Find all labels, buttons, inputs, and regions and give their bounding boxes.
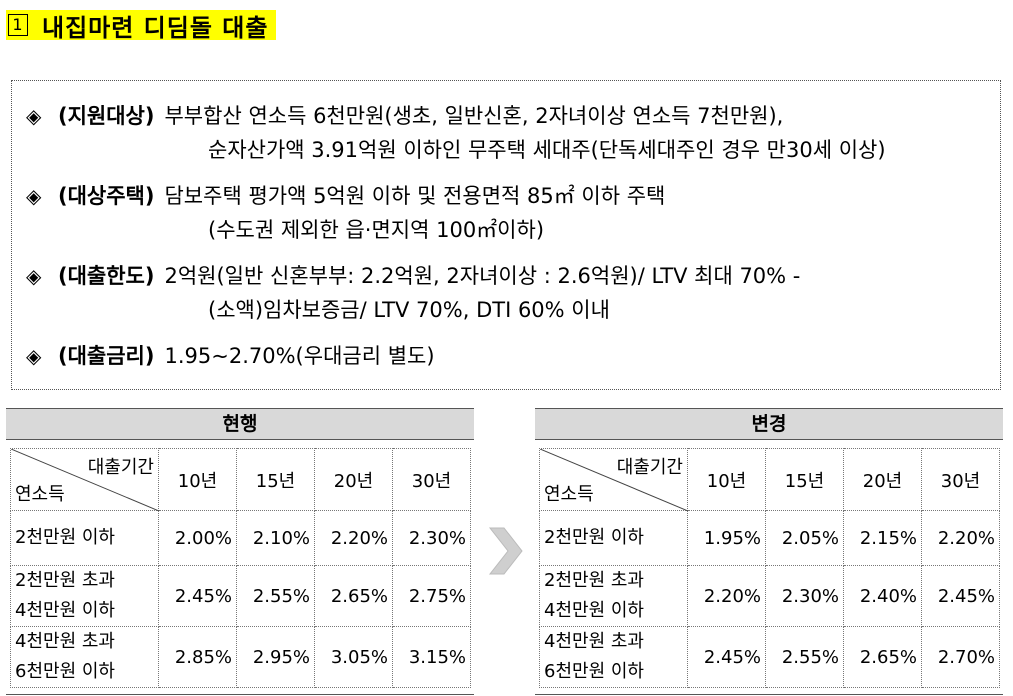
rate-cell: 2.55% [765,626,844,688]
rate-cell: 2.20% [687,565,766,627]
income-line1: 4천만원 초과 [544,631,644,652]
panel-header: 현행 [6,408,474,440]
rate-cell: 2.45% [921,565,1000,627]
info-row-limit: ◈ (대출한도) 2억원(일반 신혼부부: 2.2억원, 2자녀이상 : 2.6억원… [26,259,800,293]
period-header: 10년 [687,448,766,511]
rate-cell: 2.55% [236,565,315,627]
corner-top-label: 대출기간 [616,457,683,478]
rate-cell: 2.65% [314,565,393,627]
info-line2: (수도권 제외한 읍·면지역 100㎡이하) [208,218,545,242]
info-line2: 순자산가액 3.91억원 이하인 무주택 세대주(단독세대주인 경우 만30세 … [208,138,886,162]
income-line2: 4천만원 이하 [15,600,115,621]
rate-cell: 2.05% [765,510,844,566]
period-header: 10년 [158,448,237,511]
income-label: 2천만원 초과 4천만원 이하 [10,565,159,627]
period-header: 15년 [765,448,844,511]
panel-bottom-rule [6,694,474,695]
diamond-bullet-icon: ◈ [26,184,42,208]
income-line1: 2천만원 이하 [544,527,644,548]
rate-cell: 3.05% [314,626,393,688]
info-line1: 2억원(일반 신혼부부: 2.2억원, 2자녀이상 : 2.6억원)/ LTV … [164,264,801,288]
income-line1: 2천만원 초과 [544,570,644,591]
diamond-bullet-icon: ◈ [26,264,42,288]
period-header: 30년 [921,448,1000,511]
rate-cell: 2.85% [158,626,237,688]
table-header-row: 대출기간 연소득 10년 15년 20년 30년 [10,448,471,511]
income-line2: 6천만원 이하 [15,661,115,682]
panel-bottom-rule [535,694,1003,695]
rate-cell: 2.45% [158,565,237,627]
info-line1: 1.95∼2.70%(우대금리 별도) [164,344,435,368]
info-label: (대출한도) [58,264,155,288]
info-label: (지원대상) [58,104,155,128]
income-label: 2천만원 초과 4천만원 이하 [539,565,688,627]
chevron-right-icon [488,527,523,575]
rate-cell: 2.95% [236,626,315,688]
period-header: 20년 [843,448,922,511]
income-label: 2천만원 이하 [539,510,688,566]
table-header-row: 대출기간 연소득 10년 15년 20년 30년 [539,448,1000,511]
income-label: 4천만원 초과 6천만원 이하 [10,626,159,688]
diamond-bullet-icon: ◈ [26,104,42,128]
rate-cell: 2.65% [843,626,922,688]
period-header: 20년 [314,448,393,511]
table-row: 4천만원 초과 6천만원 이하 2.85% 2.95% 3.05% 3.15% [10,626,471,688]
rate-cell: 2.40% [843,565,922,627]
rate-cell: 2.30% [765,565,844,627]
rate-cell: 2.70% [921,626,1000,688]
income-line2: 6천만원 이하 [544,661,644,682]
rates-table: 대출기간 연소득 10년 15년 20년 30년 2천만원 이하 2.00% 2… [10,448,471,688]
rate-cell: 2.00% [158,510,237,566]
title-text: 내집마련 디딤돌 대출 [42,13,269,42]
corner-bottom-label: 연소득 [15,484,65,505]
diagonal-line [540,449,688,511]
rates-table: 대출기간 연소득 10년 15년 20년 30년 2천만원 이하 1.95% 2… [539,448,1000,688]
diamond-bullet-icon: ◈ [26,344,42,368]
panel-header: 변경 [535,408,1003,440]
income-line1: 2천만원 초과 [15,570,115,591]
rate-cell: 2.30% [392,510,471,566]
corner-cell: 대출기간 연소득 [10,448,159,511]
table-row: 2천만원 초과 4천만원 이하 2.20% 2.30% 2.40% 2.45% [539,565,1000,627]
period-header: 30년 [392,448,471,511]
table-row: 2천만원 이하 1.95% 2.05% 2.15% 2.20% [539,510,1000,566]
info-row-eligibility: ◈ (지원대상) 부부합산 연소득 6천만원(생초, 일반신혼, 2자녀이상 연소득… [26,99,783,133]
income-label: 2천만원 이하 [10,510,159,566]
table-row: 4천만원 초과 6천만원 이하 2.45% 2.55% 2.65% 2.70% [539,626,1000,688]
info-label: (대출금리) [58,344,155,368]
page-title: 1 내집마련 디딤돌 대출 [6,10,277,42]
current-rates-panel: 현행 대출기간 연소득 10년 15년 20년 30년 2천만원 이하 2.00… [6,408,474,695]
rate-cell: 2.20% [921,510,1000,566]
income-line1: 2천만원 이하 [15,527,115,548]
info-label: (대상주택) [58,184,155,208]
info-line2: (소액)임차보증금/ LTV 70%, DTI 60% 이내 [208,298,610,322]
corner-top-label: 대출기간 [87,457,154,478]
table-row: 2천만원 초과 4천만원 이하 2.45% 2.55% 2.65% 2.75% [10,565,471,627]
rate-cell: 2.10% [236,510,315,566]
corner-bottom-label: 연소득 [544,484,594,505]
income-line1: 4천만원 초과 [15,631,115,652]
corner-cell: 대출기간 연소득 [539,448,688,511]
rate-cell: 2.20% [314,510,393,566]
info-row-eligibility-line2: 순자산가액 3.91억원 이하인 무주택 세대주(단독세대주인 경우 만30세 … [208,133,886,167]
period-header: 15년 [236,448,315,511]
info-row-limit-line2: (소액)임차보증금/ LTV 70%, DTI 60% 이내 [208,293,610,327]
income-label: 4천만원 초과 6천만원 이하 [539,626,688,688]
info-row-housing: ◈ (대상주택) 담보주택 평가액 5억원 이하 및 전용면적 85㎡ 이하 주택 [26,179,665,213]
info-line1: 부부합산 연소득 6천만원(생초, 일반신혼, 2자녀이상 연소득 7천만원), [164,104,784,128]
rate-cell: 2.15% [843,510,922,566]
rate-cell: 2.75% [392,565,471,627]
section-number: 1 [8,14,28,36]
rate-cell: 1.95% [687,510,766,566]
income-line2: 4천만원 이하 [544,600,644,621]
info-line1: 담보주택 평가액 5억원 이하 및 전용면적 85㎡ 이하 주택 [164,184,666,208]
info-row-housing-line2: (수도권 제외한 읍·면지역 100㎡이하) [208,213,544,247]
rate-cell: 2.45% [687,626,766,688]
table-row: 2천만원 이하 2.00% 2.10% 2.20% 2.30% [10,510,471,566]
changed-rates-panel: 변경 대출기간 연소득 10년 15년 20년 30년 2천만원 이하 1.95… [535,408,1003,695]
rate-cell: 3.15% [392,626,471,688]
loan-info-box: ◈ (지원대상) 부부합산 연소득 6천만원(생초, 일반신혼, 2자녀이상 연소득… [11,80,1001,390]
info-row-rate: ◈ (대출금리) 1.95∼2.70%(우대금리 별도) [26,339,435,373]
diagonal-line [11,449,159,511]
